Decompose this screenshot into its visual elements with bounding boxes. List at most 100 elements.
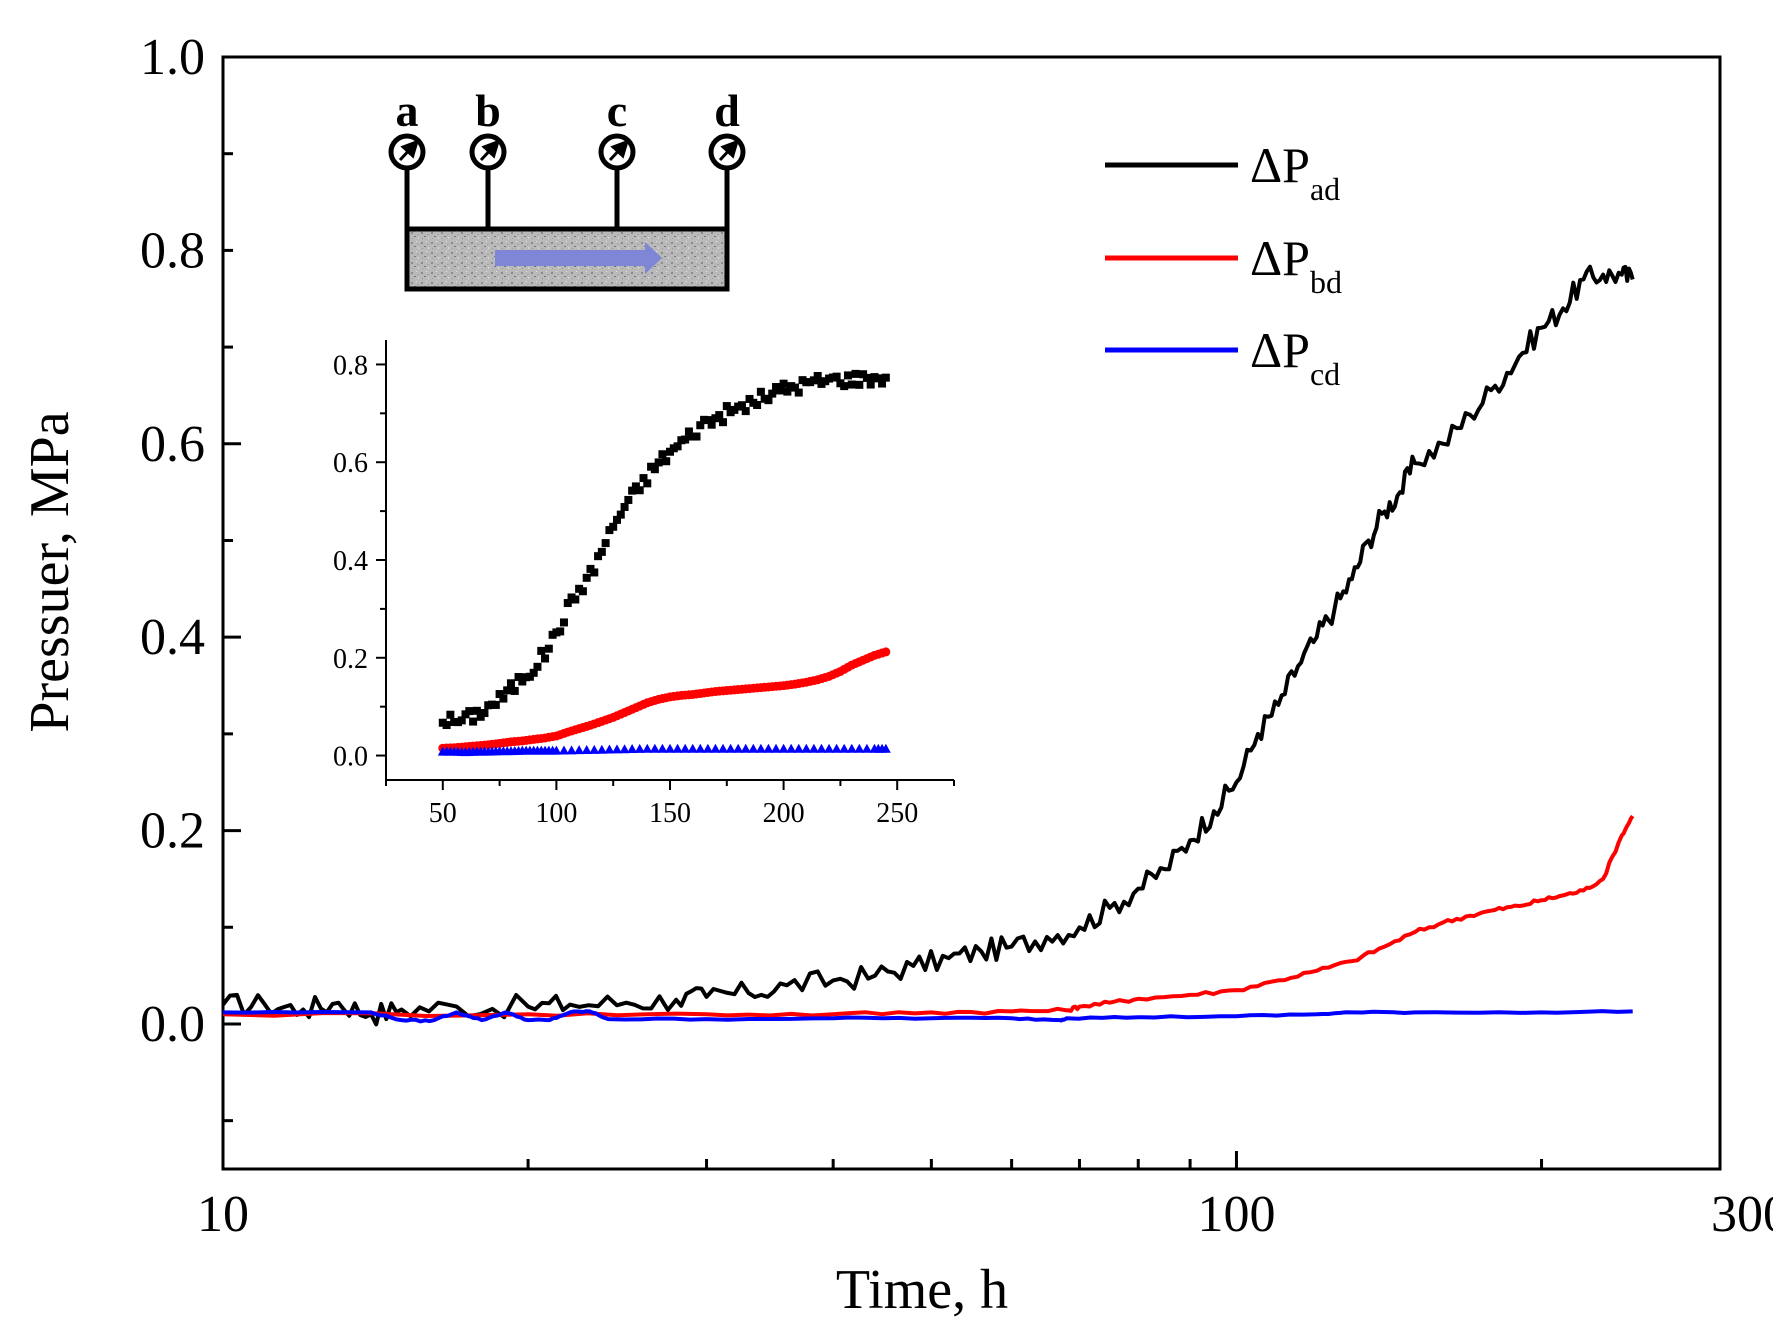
inset-y-tick-label: 0.2 (333, 644, 368, 675)
inset-point-square (783, 387, 792, 396)
inset-point-triangle (619, 744, 630, 754)
inset-x-tick-label: 250 (876, 798, 918, 829)
inset-x-tick-label: 50 (429, 798, 457, 829)
inset-point-square (442, 721, 451, 730)
series-line-bd (222, 814, 1635, 1018)
inset-point-triangle (558, 745, 569, 755)
inset-point-square (446, 710, 455, 719)
inset-point-triangle (695, 743, 706, 753)
inset-point-square (639, 474, 648, 483)
inset-y-tick-label: 0.0 (333, 742, 368, 773)
inset-point-square (707, 420, 716, 429)
inset-point-triangle (672, 743, 683, 753)
inset-point-triangle (566, 745, 577, 755)
legend-label-ad: ΔPad (1250, 137, 1340, 207)
inset-point-triangle (725, 743, 736, 753)
inset-point-triangle (687, 743, 698, 753)
inset-point-triangle (596, 744, 607, 754)
inset-point-square (851, 369, 860, 378)
inset-point-triangle (642, 743, 653, 753)
inset-point-square (628, 486, 637, 495)
inset-point-square (514, 673, 523, 682)
inset-point-square (692, 432, 701, 441)
inset-point-triangle (702, 743, 713, 753)
inset-point-triangle (748, 743, 759, 753)
inset-point-square (643, 479, 652, 488)
inset-point-square (544, 644, 553, 653)
inset-point-square (480, 709, 489, 718)
y-tick-label: 0.6 (140, 416, 205, 473)
inset-point-square (465, 707, 474, 716)
inset-point-triangle (589, 744, 600, 754)
inset-point-square (862, 373, 871, 382)
inset-point-square (779, 379, 788, 388)
inset-point-square (832, 372, 841, 381)
inset-point-triangle (611, 744, 622, 754)
gauge-needle-icon (608, 139, 630, 162)
inset-point-square (578, 587, 587, 596)
inset-point-square (650, 465, 659, 474)
inset-point-triangle (816, 743, 827, 753)
legend: ΔPad ΔPbd ΔPcd (1105, 137, 1342, 392)
main-series (221, 264, 1635, 1027)
inset-point-triangle (604, 744, 615, 754)
inset-x-tick-label: 100 (535, 798, 577, 829)
inset-point-square (813, 371, 822, 380)
inset-point-square (684, 427, 693, 436)
inset-point-triangle (755, 743, 766, 753)
inset-point-square (612, 515, 621, 524)
inset-point-square (529, 668, 538, 677)
inset-point-square (662, 457, 671, 466)
flow-arrow-shaft (495, 250, 645, 266)
main-plot-frame (221, 55, 1722, 1171)
core-schematic: a b c d (388, 85, 746, 292)
inset-point-square (499, 694, 508, 703)
inset-point-square (571, 595, 580, 604)
inset-point-square (790, 383, 799, 392)
inset-point-square (874, 374, 883, 383)
inset-point-square (794, 388, 803, 397)
inset-point-square (764, 396, 773, 405)
inset-point-triangle (778, 743, 789, 753)
inset-point-square (719, 418, 728, 427)
inset-point-triangle (665, 743, 675, 753)
y-tick-label: 1.0 (140, 29, 205, 86)
inset-point-square (495, 690, 504, 699)
inset-point-triangle (846, 743, 857, 753)
inset-point-square (556, 627, 565, 636)
inset-point-square (541, 654, 550, 663)
inset-point-square (503, 686, 512, 695)
inset-point-triangle (634, 743, 645, 753)
inset-point-triangle (793, 743, 804, 753)
inset-point-square (847, 380, 856, 389)
inset-point-triangle (854, 743, 865, 753)
inset-point-square (741, 407, 750, 416)
inset-point-square (855, 380, 864, 389)
inset-point-square (559, 618, 568, 627)
gauge-label: b (475, 85, 501, 136)
inset-point-triangle (657, 743, 668, 753)
inset-point-triangle (551, 745, 562, 755)
inset-point-square (457, 716, 466, 725)
inset-point-square (737, 401, 746, 410)
inset-point-triangle (880, 743, 891, 753)
gauge-label: c (607, 85, 627, 136)
inset-point-square (582, 573, 591, 582)
inset-point-triangle (861, 743, 872, 753)
inset-point-square (609, 522, 618, 531)
inset-point-square (658, 450, 667, 459)
y-tick-label: 0.0 (140, 996, 205, 1053)
gauge-label: a (396, 85, 419, 136)
legend-label-bd: ΔPbd (1250, 230, 1342, 300)
inset-point-square (878, 379, 887, 388)
inset-point-triangle (771, 743, 782, 753)
inset-point-square (616, 510, 625, 519)
inset-point-triangle (831, 743, 842, 753)
inset-point-triangle (786, 743, 797, 753)
x-tick-label: 100 (1197, 1186, 1275, 1243)
y-axis-title: Pressuer, MPa (19, 411, 81, 732)
gauge-label: d (714, 85, 740, 136)
inset-point-square (510, 686, 519, 695)
inset-point-square (703, 416, 712, 425)
inset-x-tick-label: 200 (763, 798, 805, 829)
